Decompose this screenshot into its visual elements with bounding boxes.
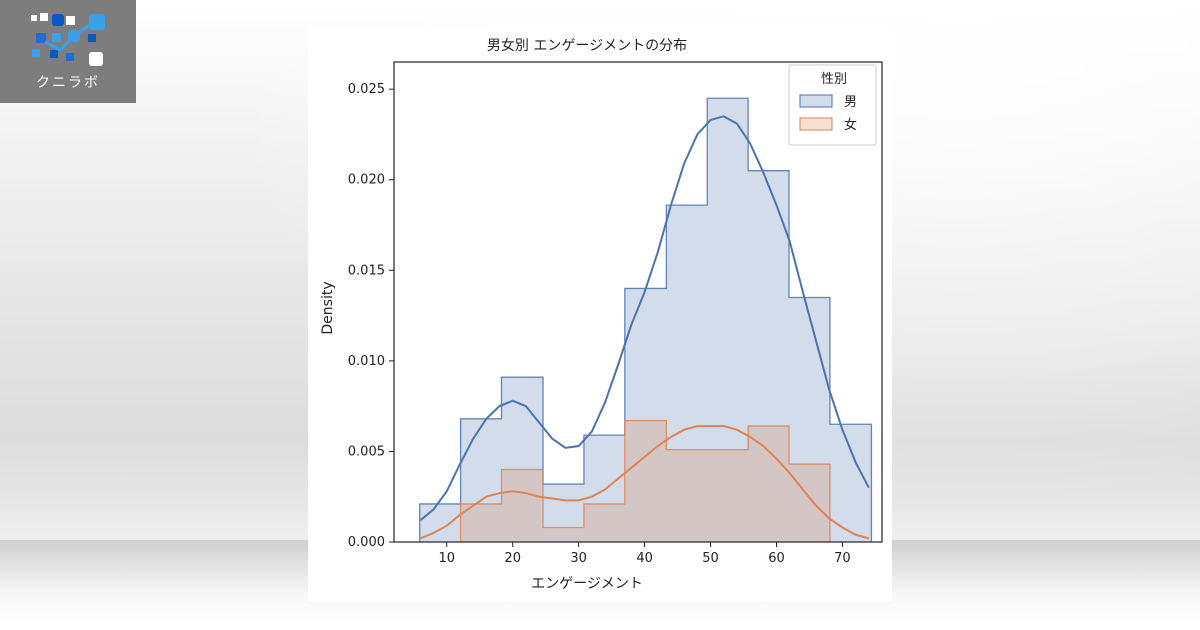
legend-label-2: 女 [844, 117, 857, 133]
y-tick-label: 0.025 [348, 82, 385, 97]
y-axis-label: Density [320, 281, 336, 334]
kde-line-2 [419, 425, 870, 540]
axes-frame [393, 61, 883, 543]
x-axis-label: エンゲージメント [531, 576, 643, 592]
chart-figure: 男女別 エンゲージメントの分布 10 20 30 40 50 60 70 0.000 0.005… [308, 28, 892, 602]
legend-swatch-2 [799, 117, 833, 131]
kde-line-1 [419, 115, 870, 522]
plot-area: 10 20 30 40 50 60 70 0.000 0.005 0.010 0.015 0.020 0… [348, 61, 883, 566]
y-tick-label: 0.020 [348, 173, 385, 188]
brand-logo: クニラボ [0, 0, 136, 103]
histogram-outline-2 [459, 419, 831, 542]
brand-name: クニラボ [36, 75, 100, 91]
x-tick-label: 20 [504, 551, 521, 566]
x-tick-label: 50 [702, 551, 719, 566]
legend-title: 性別 [821, 72, 847, 87]
y-tick-label: 0.000 [348, 535, 385, 550]
histogram-fill-1 [419, 98, 872, 543]
network-graph-icon [31, 13, 105, 66]
x-tick-label: 70 [834, 551, 851, 566]
x-tick-label: 40 [636, 551, 653, 566]
histogram-fill-2 [460, 420, 830, 542]
x-tick-label: 10 [438, 551, 455, 566]
legend-swatch-1 [799, 94, 833, 108]
legend-label-1: 男 [844, 95, 857, 110]
histogram-chart: 男女別 エンゲージメントの分布 10 20 30 40 50 60 70 0.000 0.005… [320, 37, 883, 592]
chart-title: 男女別 エンゲージメントの分布 [487, 37, 687, 54]
x-tick-label: 60 [768, 551, 785, 566]
y-tick-label: 0.010 [348, 354, 385, 369]
legend: 性別 男女 [788, 64, 877, 146]
x-tick-label: 30 [570, 551, 587, 566]
y-tick-label: 0.005 [348, 444, 385, 459]
y-tick-label: 0.015 [348, 263, 385, 278]
